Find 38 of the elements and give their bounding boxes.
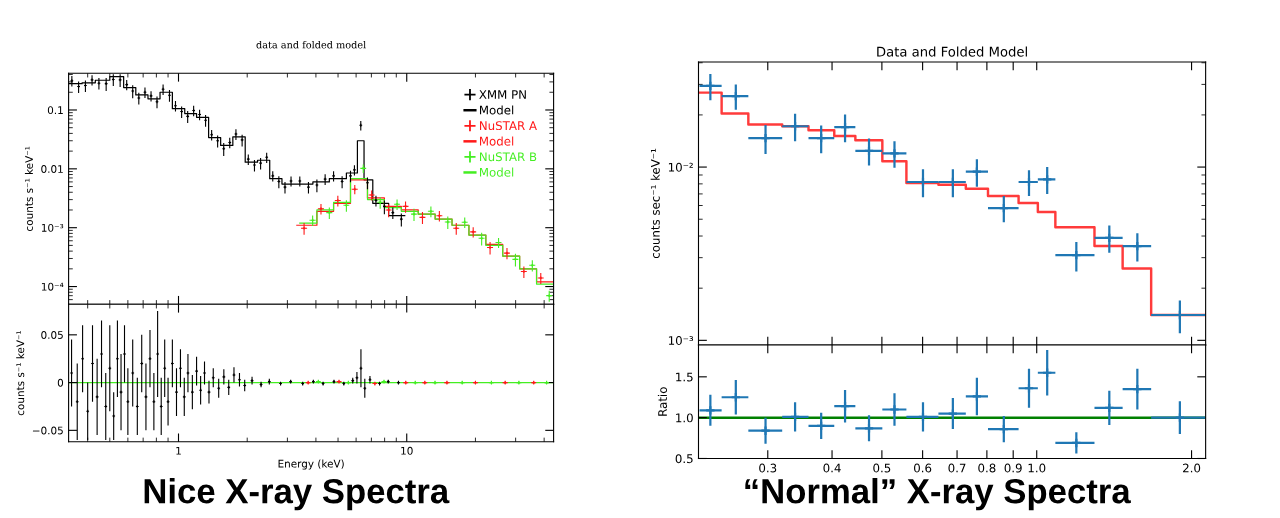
chart-title: data and folded model bbox=[256, 40, 366, 49]
y-tick-label: 10⁻⁴ bbox=[41, 282, 64, 291]
y-tick-label: 0.01 bbox=[41, 165, 63, 173]
x-axis-title: Energy (keV) bbox=[278, 459, 344, 470]
legend-label: XMM PN bbox=[479, 90, 526, 99]
y-tick-label: 0.5 bbox=[675, 454, 693, 464]
legend-label: Model bbox=[480, 136, 514, 146]
y-tick-label: −0.05 bbox=[32, 426, 63, 435]
y-tick-label: 1.5 bbox=[676, 372, 693, 382]
y-tick-label: 1.0 bbox=[676, 413, 693, 423]
y-tick-label: 10⁻² bbox=[668, 162, 693, 172]
x-tick-label: 0.6 bbox=[914, 463, 932, 473]
y-axis-title: counts s⁻¹ keV⁻¹ bbox=[16, 330, 25, 416]
x-tick-label: 0.3 bbox=[759, 463, 777, 473]
y-tick-label: 0 bbox=[57, 378, 64, 387]
x-tick-label: 1.0 bbox=[1028, 463, 1046, 473]
y-tick-label: 10⁻³ bbox=[41, 223, 64, 232]
y-tick-label: 0.05 bbox=[41, 331, 63, 339]
x-tick-label: 0.7 bbox=[948, 463, 966, 473]
legend-label: NuSTAR A bbox=[480, 121, 537, 131]
x-tick-label: 10 bbox=[401, 446, 413, 455]
text: “Normal” X-ray Spectra bbox=[745, 477, 1131, 511]
x-tick-label: 2.0 bbox=[1183, 463, 1201, 473]
x-tick-label: 0.4 bbox=[823, 463, 841, 473]
y-axis-title: counts sec⁻¹ keV⁻¹ bbox=[650, 148, 660, 259]
legend-label: Model bbox=[480, 105, 514, 115]
chart-title: Data and Folded Model bbox=[877, 46, 1027, 57]
x-tick-label: 0.9 bbox=[1004, 463, 1022, 473]
x-tick-label: 0.5 bbox=[873, 463, 891, 473]
y-tick-label: 10⁻³ bbox=[668, 336, 694, 345]
x-tick-label: 0.8 bbox=[978, 463, 996, 473]
y-tick-label: 0.1 bbox=[47, 106, 63, 115]
text: Nice X-ray Spectra bbox=[144, 477, 450, 511]
y-axis-title: counts s⁻¹ keV⁻¹ bbox=[24, 146, 33, 231]
legend-label: Model bbox=[480, 167, 514, 177]
y-axis-title: Ratio bbox=[657, 387, 668, 416]
x-tick-label: 1 bbox=[176, 446, 181, 455]
legend-label: NuSTAR B bbox=[480, 152, 537, 162]
